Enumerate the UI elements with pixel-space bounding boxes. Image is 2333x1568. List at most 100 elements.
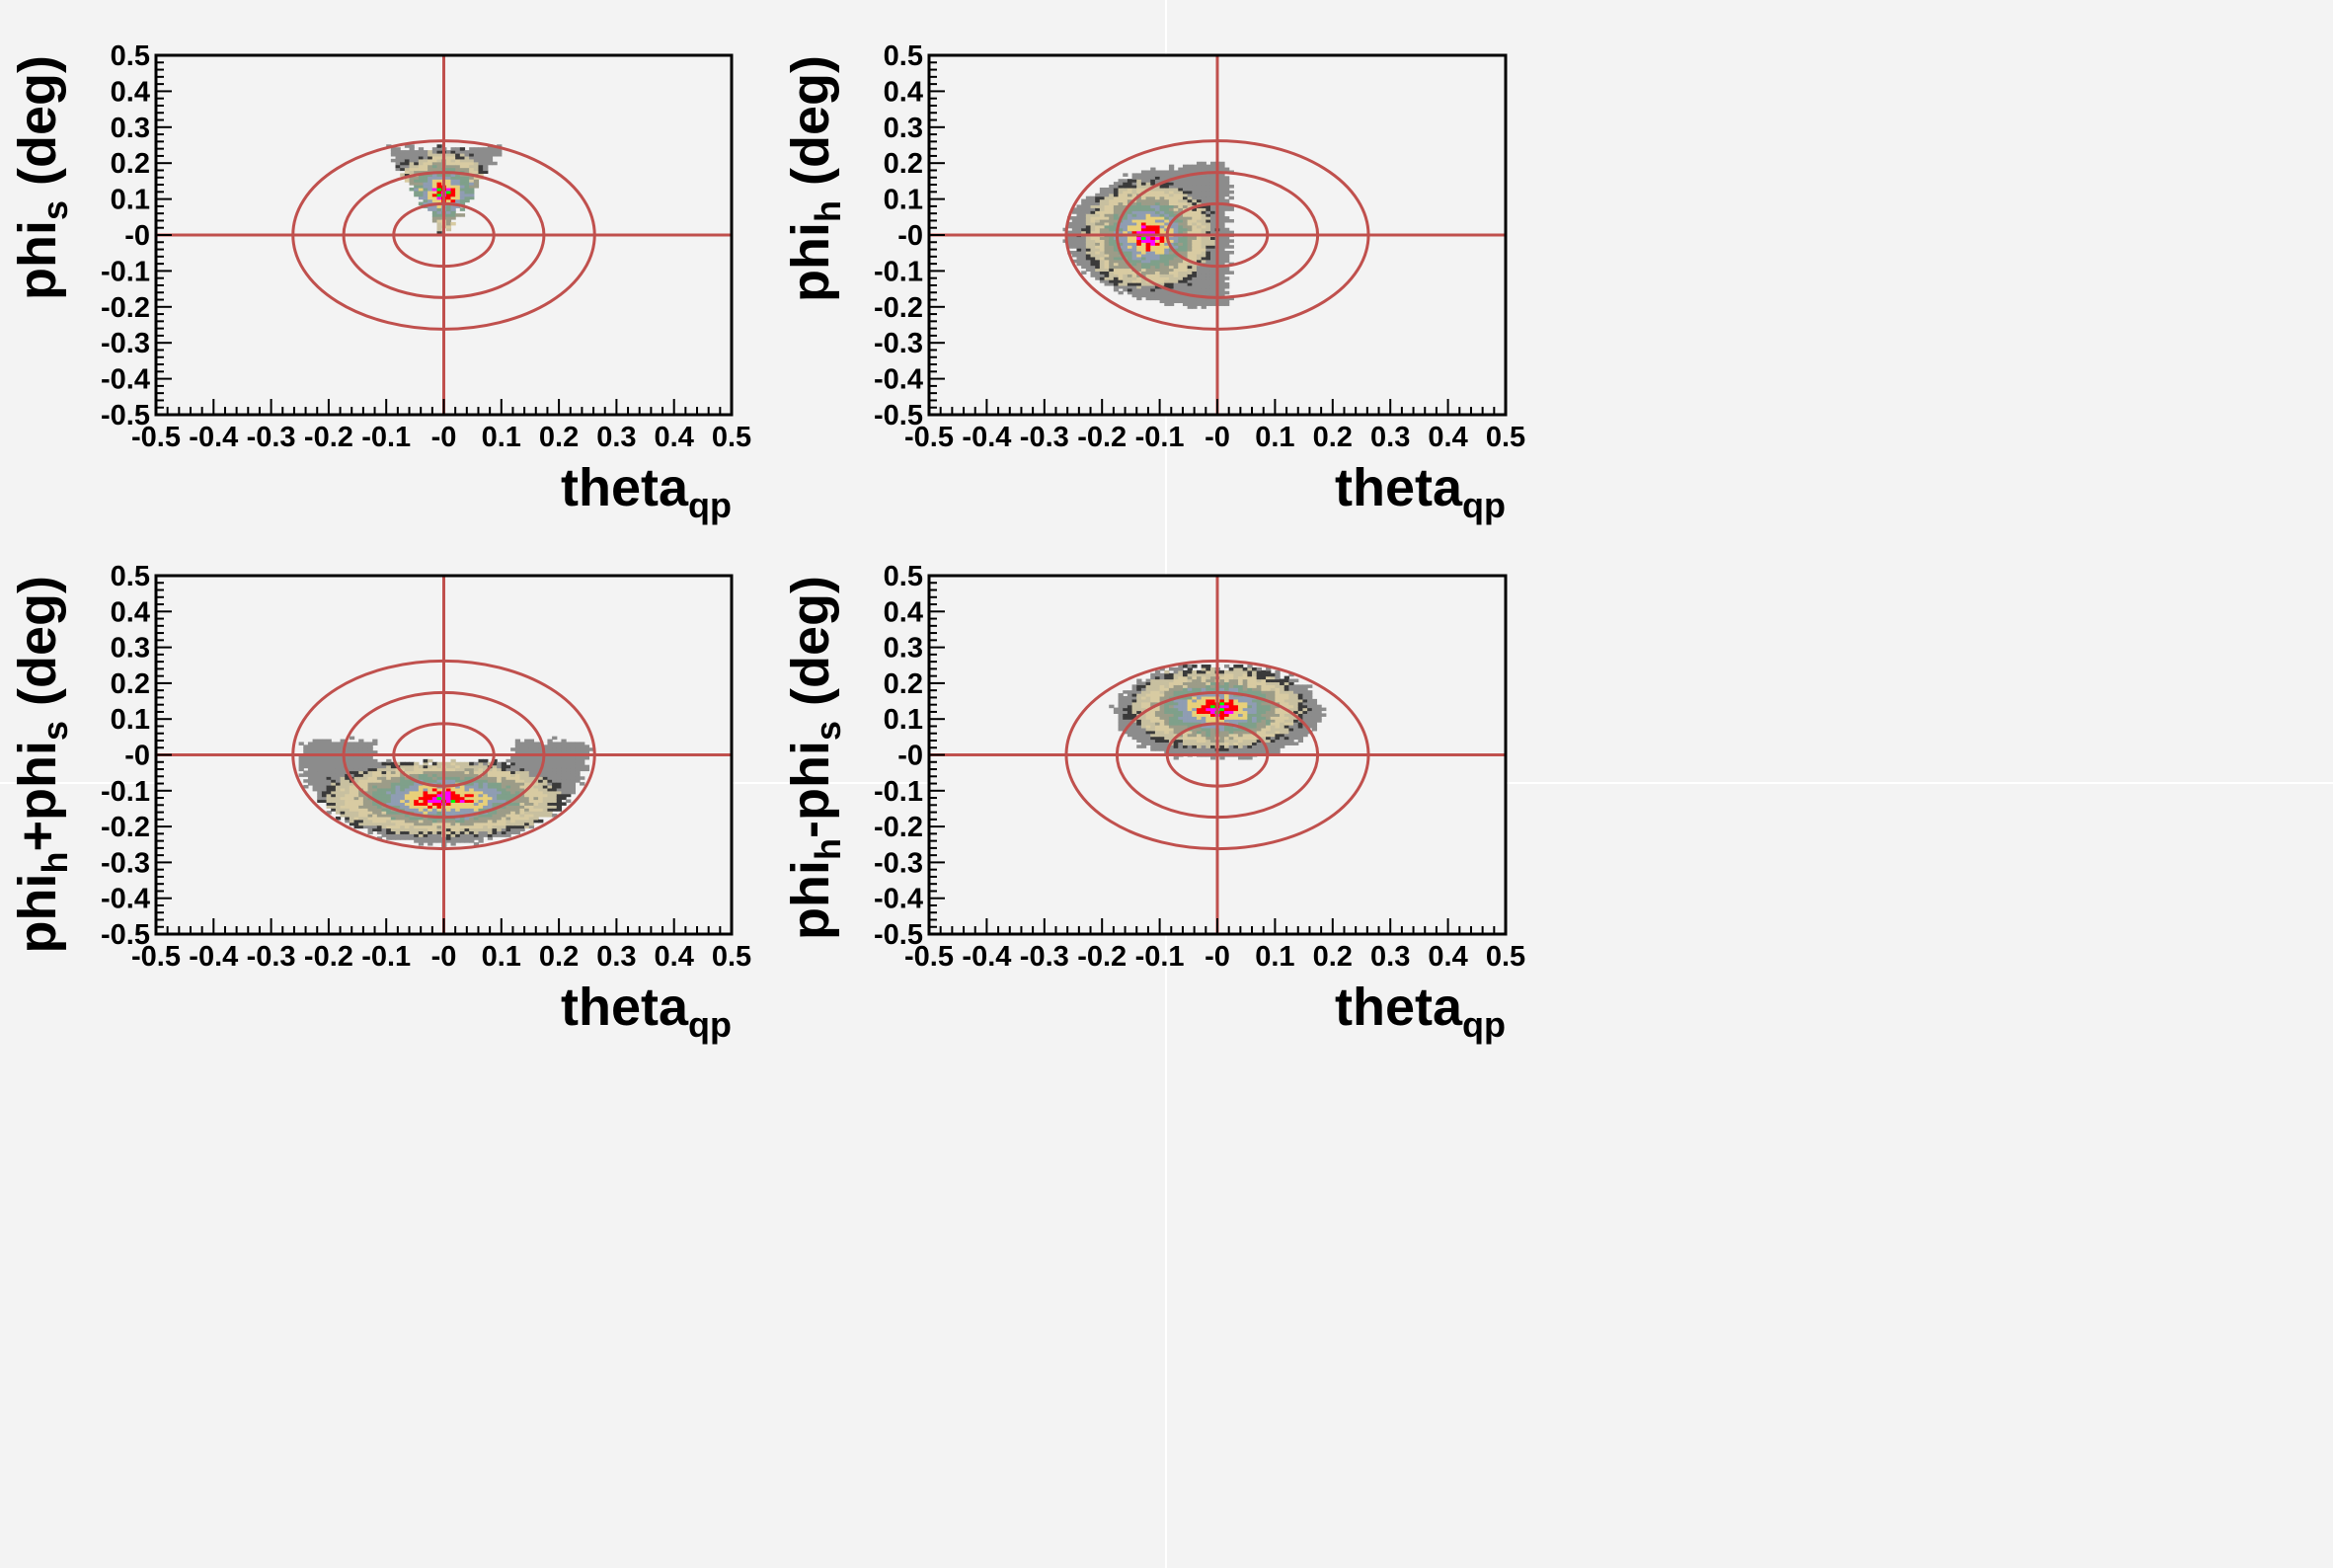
heatmap-cell xyxy=(1228,204,1234,208)
heatmap-cell xyxy=(542,767,549,772)
heatmap-cell xyxy=(1219,176,1225,180)
heatmap-cell xyxy=(1090,198,1096,203)
heatmap-cell xyxy=(483,161,489,166)
heatmap-cell xyxy=(1131,182,1137,186)
heatmap-cell xyxy=(1127,733,1133,738)
heatmap-cell xyxy=(1201,236,1206,240)
heatmap-cell xyxy=(428,793,433,798)
heatmap-cell xyxy=(514,761,521,766)
heatmap-cell xyxy=(395,776,401,780)
heatmap-cell xyxy=(524,799,530,804)
heatmap-cell xyxy=(1164,284,1170,289)
heatmap-cell xyxy=(1228,693,1234,697)
heatmap-cell xyxy=(459,187,466,192)
heatmap-cell xyxy=(1187,242,1193,246)
heatmap-cell xyxy=(409,827,415,832)
heatmap-cell xyxy=(423,196,428,200)
heatmap-cell xyxy=(1209,185,1216,189)
heatmap-cell xyxy=(1164,713,1170,717)
heatmap-cell xyxy=(1256,698,1262,703)
heatmap-cell xyxy=(362,755,369,760)
heatmap-cell xyxy=(459,767,466,772)
heatmap-cell xyxy=(1187,719,1193,723)
heatmap-cell xyxy=(376,773,383,777)
heatmap-cell xyxy=(1118,256,1124,261)
heatmap-cell xyxy=(473,779,480,783)
heatmap-cell xyxy=(386,767,392,772)
heatmap-cell xyxy=(395,790,401,795)
heatmap-cell xyxy=(1219,253,1225,258)
heatmap-cell xyxy=(1192,251,1198,255)
heatmap-cell xyxy=(445,198,452,203)
heatmap-cell xyxy=(1247,755,1253,760)
heatmap-cell xyxy=(505,827,511,832)
heatmap-cell xyxy=(478,836,484,840)
heatmap-cell xyxy=(376,816,383,821)
heatmap-cell xyxy=(1182,236,1189,240)
heatmap-cell xyxy=(473,833,480,837)
heatmap-cell xyxy=(340,799,346,804)
heatmap-cell xyxy=(1076,216,1082,220)
y-tick-label: -0.3 xyxy=(874,328,923,359)
heatmap-cell xyxy=(1159,227,1165,232)
heatmap-cell xyxy=(1173,687,1179,691)
heatmap-cell xyxy=(367,750,373,754)
heatmap-cell xyxy=(1118,239,1124,243)
heatmap-cell xyxy=(1123,701,1128,706)
heatmap-cell xyxy=(1113,201,1120,206)
heatmap-cell xyxy=(1219,221,1225,226)
heatmap-cell xyxy=(1154,716,1161,720)
heatmap-cell xyxy=(1118,268,1124,272)
x-tick-label: -0.1 xyxy=(361,422,411,453)
heatmap-cell xyxy=(519,824,525,829)
heatmap-cell xyxy=(478,164,484,169)
heatmap-cell xyxy=(1302,704,1308,709)
heatmap-cell xyxy=(580,750,585,754)
heatmap-cell xyxy=(1192,733,1198,738)
heatmap-cell xyxy=(1136,687,1142,691)
heatmap-cell xyxy=(1228,713,1234,717)
heatmap-cell xyxy=(418,833,425,837)
heatmap-cell xyxy=(1104,210,1110,214)
heatmap-cell xyxy=(1159,730,1165,735)
heatmap-cell xyxy=(1154,173,1161,177)
heatmap-cell xyxy=(1187,210,1193,214)
heatmap-cell xyxy=(1192,742,1198,745)
heatmap-cell xyxy=(414,822,420,826)
heatmap-cell xyxy=(514,784,521,789)
heatmap-cell xyxy=(1099,190,1106,195)
heatmap-cell xyxy=(450,802,456,806)
heatmap-cell xyxy=(1196,287,1203,292)
heatmap-cell xyxy=(1219,730,1225,735)
heatmap-cell xyxy=(1104,251,1110,255)
heatmap-cell xyxy=(1178,296,1184,301)
heatmap-cell xyxy=(423,158,428,163)
heatmap-cell xyxy=(321,755,328,760)
heatmap-cell xyxy=(317,742,323,745)
heatmap-cell xyxy=(1219,164,1225,169)
heatmap-cell xyxy=(1140,210,1147,214)
heatmap-cell xyxy=(469,802,475,806)
heatmap-cell xyxy=(1307,701,1313,706)
heatmap-cell xyxy=(1205,684,1211,688)
heatmap-cell xyxy=(524,755,530,760)
heatmap-cell xyxy=(1228,739,1234,744)
heatmap-cell xyxy=(1145,259,1151,264)
heatmap-cell xyxy=(1275,736,1281,741)
x-tick-label: 0.3 xyxy=(1370,422,1410,453)
heatmap-cell xyxy=(1159,221,1165,226)
heatmap-cell xyxy=(497,793,503,798)
heatmap-cell xyxy=(1150,747,1156,751)
heatmap-cell xyxy=(1095,201,1101,206)
heatmap-cell xyxy=(312,776,318,780)
heatmap-cell xyxy=(1118,185,1124,189)
heatmap-cell xyxy=(1228,296,1234,301)
heatmap-cell xyxy=(1187,704,1193,709)
heatmap-cell xyxy=(556,773,563,777)
heatmap-cell xyxy=(1081,253,1087,258)
heatmap-cell xyxy=(1127,271,1133,274)
heatmap-cell xyxy=(1201,747,1206,751)
heatmap-cell xyxy=(1081,210,1087,214)
heatmap-cell xyxy=(1201,725,1206,729)
heatmap-cell xyxy=(1123,274,1128,277)
